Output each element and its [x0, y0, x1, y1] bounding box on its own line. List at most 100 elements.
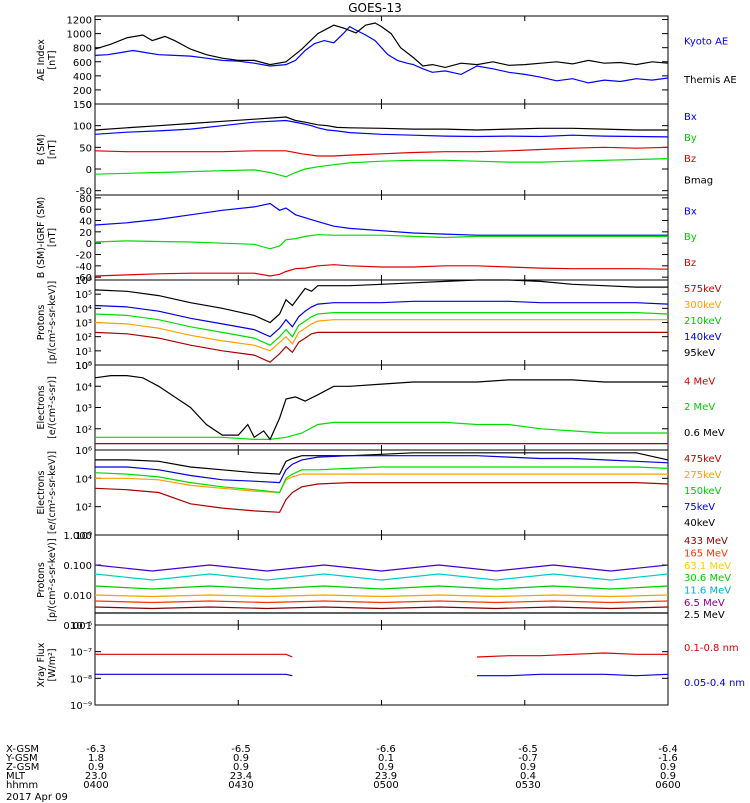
- y-axis-label: [nT]: [47, 50, 58, 69]
- chart-title: GOES-13: [348, 1, 402, 15]
- legend-entry: 0.6 MeV: [684, 428, 725, 439]
- series-line: [94, 319, 668, 352]
- series-line: [94, 466, 669, 494]
- legend-entry: 300keV: [684, 300, 722, 311]
- footer-date: 2017 Apr 09: [6, 792, 68, 803]
- footer-value: 23.9: [374, 771, 398, 782]
- panel-ae: 0 200 400 600 800 1000 1200 AE Index [nT] Kyoto A…: [36, 15, 737, 111]
- y-tick-label: 0: [86, 239, 92, 250]
- series-line: [94, 25, 669, 84]
- legend-entry: 275keV: [684, 470, 722, 481]
- footer-value: 0.9: [88, 762, 104, 773]
- series-line: [94, 22, 669, 69]
- y-tick-label: 10²: [75, 425, 92, 436]
- y-tick-label: 10²: [75, 333, 92, 344]
- panel-frame: [94, 279, 669, 366]
- y-axis-label: AE Index: [36, 39, 47, 81]
- y-axis-label: [W/m²]: [47, 648, 58, 681]
- legend-entry: 11.6 MeV: [684, 586, 731, 597]
- legend-entry: By: [684, 232, 697, 243]
- series-line: [94, 119, 669, 138]
- y-axis-label: Electrons: [36, 470, 47, 514]
- legend-entry: 2.5 MeV: [684, 610, 725, 621]
- panel-protons2: 0.001 0.010 0.100 1.000 Protons [p/(cm²-s-sr-…: [36, 531, 731, 632]
- footer-label-mlt: MLT: [6, 771, 25, 782]
- y-tick-label: 0: [86, 100, 92, 111]
- y-axis-label: [e/(cm²-s-sr-keV)]: [47, 451, 58, 534]
- y-tick-label: 10⁻⁹: [70, 701, 92, 712]
- footer-value: -6.6: [376, 744, 396, 755]
- panel-frame: [94, 624, 669, 706]
- y-tick-label: 0.100: [63, 561, 92, 572]
- y-axis-label: [nT]: [47, 228, 58, 247]
- legend-entry: 30.6 MeV: [684, 573, 731, 584]
- series-line: [94, 312, 669, 346]
- y-tick-label: 100: [73, 122, 92, 133]
- series-line: [94, 482, 669, 513]
- y-tick-label: 10⁵: [75, 361, 92, 372]
- y-tick-label: 600: [73, 58, 92, 69]
- panel-xray: 10⁻⁹ 10⁻⁸ 10⁻⁷ 10⁻⁶ Xray Flux [W/m²] 0.1-0.8 n…: [36, 621, 745, 712]
- y-tick-label: 10⁰: [75, 361, 92, 372]
- series-line: [94, 331, 668, 363]
- legend-entry: 150keV: [684, 486, 722, 497]
- legend-entry: 165 MeV: [684, 549, 728, 560]
- y-axis-label: B (SM): [36, 134, 47, 165]
- series-line: [95, 653, 293, 658]
- footer-value: 0.9: [520, 762, 536, 773]
- y-tick-label: 50: [79, 143, 92, 154]
- y-tick-label: -60: [76, 273, 92, 284]
- legend-entry: 575keV: [684, 284, 722, 295]
- legend-entry: 95keV: [684, 348, 715, 359]
- series-line: [94, 234, 668, 250]
- footer-value: 1.8: [88, 753, 104, 764]
- footer-value: 0.4: [520, 771, 536, 782]
- panel-electrons1: 10² 10³ 10⁴ 10⁵ Electrons [e/(cm²-s-sr)] 4 MeV…: [36, 361, 725, 451]
- panel-frame: [94, 103, 669, 196]
- series-line: [94, 573, 669, 581]
- y-tick-label: 200: [73, 86, 92, 97]
- legend-entry: Bx: [684, 112, 697, 123]
- series-line: [95, 452, 669, 475]
- footer-value: 0.9: [660, 762, 676, 773]
- y-tick-label: 10⁻⁷: [70, 648, 92, 659]
- y-tick-label: 10⁴: [75, 304, 92, 315]
- footer-label-xgsm: X-GSM: [6, 744, 40, 755]
- y-tick-label: 10³: [75, 319, 92, 330]
- y-tick-label: 10²: [75, 503, 92, 514]
- footer-value: -6.5: [518, 744, 538, 755]
- legend-entry: 433 MeV: [684, 536, 728, 547]
- y-tick-label: -50: [76, 187, 92, 198]
- y-tick-label: 10⁴: [75, 382, 92, 393]
- footer-value: -6.3: [86, 744, 106, 755]
- y-tick-label: 40: [79, 217, 92, 228]
- legend-entry: Bz: [684, 258, 696, 269]
- y-tick-label: -20: [76, 251, 92, 262]
- legend-entry: 40keV: [684, 518, 715, 529]
- y-tick-label: 1.000: [63, 531, 92, 542]
- y-tick-label: 10³: [75, 404, 92, 415]
- y-tick-label: 10⁴: [75, 474, 92, 485]
- y-tick-label: 0.001: [63, 621, 92, 632]
- y-axis-label: Electrons: [36, 385, 47, 429]
- y-tick-label: 80: [79, 194, 92, 205]
- y-axis-label: [e/(cm²-s-sr)]: [47, 376, 58, 439]
- footer-value: 0.1: [378, 753, 394, 764]
- legend-entry: Kyoto AE: [684, 37, 728, 48]
- y-axis-label: Protons: [36, 562, 47, 598]
- y-tick-label: 20: [79, 228, 92, 239]
- series-line: [94, 279, 668, 324]
- series-line: [95, 421, 668, 440]
- y-tick-label: 10¹: [75, 347, 92, 358]
- y-axis-label: [p/(cm²-s-sr-keV)]: [47, 281, 58, 364]
- panel-electrons2: 10⁰ 10² 10⁴ 10⁶ Electrons [e/(cm²-s-sr-keV)] 4…: [36, 446, 722, 542]
- y-tick-label: 1000: [67, 30, 92, 41]
- footer-value: 23.4: [229, 771, 253, 782]
- series-line: [94, 594, 669, 598]
- panel-frame: [94, 449, 669, 536]
- legend-entry: 2 MeV: [684, 402, 715, 413]
- legend-entry: 0.1-0.8 nm: [684, 643, 739, 654]
- legend-entry: 475keV: [684, 454, 722, 465]
- series-line: [94, 606, 669, 610]
- y-tick-label: 10⁻⁸: [70, 674, 92, 685]
